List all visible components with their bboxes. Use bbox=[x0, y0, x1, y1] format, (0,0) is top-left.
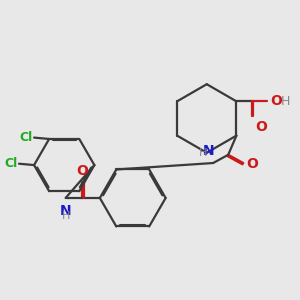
Text: H: H bbox=[61, 211, 70, 221]
Text: O: O bbox=[270, 94, 282, 108]
Text: Cl: Cl bbox=[20, 131, 33, 144]
Text: O: O bbox=[247, 158, 259, 171]
Text: H: H bbox=[281, 95, 290, 108]
Text: H: H bbox=[199, 148, 207, 158]
Text: N: N bbox=[203, 144, 215, 158]
Text: O: O bbox=[76, 164, 88, 178]
Text: O: O bbox=[255, 120, 267, 134]
Text: N: N bbox=[60, 204, 71, 218]
Text: Cl: Cl bbox=[4, 157, 18, 170]
